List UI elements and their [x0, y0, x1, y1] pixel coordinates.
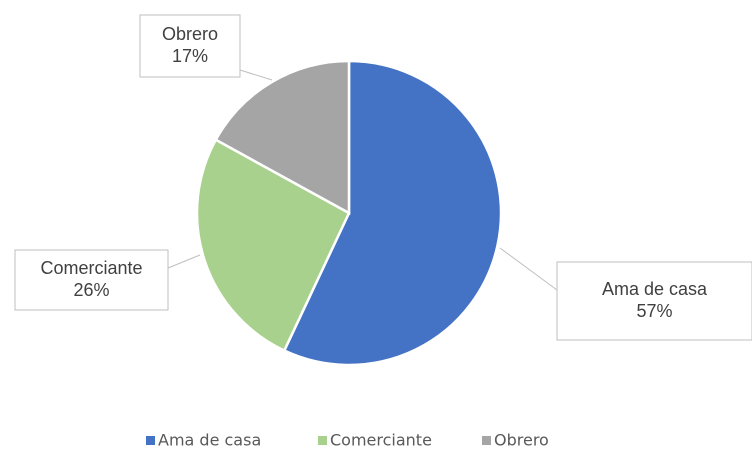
- data-label-category: Comerciante: [40, 258, 142, 278]
- data-label-category: Obrero: [162, 24, 218, 44]
- leader-line: [167, 254, 201, 269]
- label-box: [139, 14, 241, 78]
- data-label-value: 17%: [172, 46, 208, 66]
- legend-swatch: [146, 436, 155, 445]
- legend-swatch: [482, 436, 491, 445]
- legend-label: Obrero: [494, 431, 549, 450]
- leader-line: [499, 247, 558, 291]
- data-label-category: Ama de casa: [602, 279, 708, 299]
- pie-slice: [214, 59, 351, 216]
- data-label-value: 26%: [73, 280, 109, 300]
- legend-swatch: [318, 436, 327, 445]
- pie-slice: [282, 59, 503, 367]
- label-box: [556, 261, 752, 341]
- leader-line: [239, 69, 273, 81]
- legend-label: Ama de casa: [158, 431, 261, 450]
- legend-label: Comerciante: [330, 431, 432, 450]
- data-label-value: 57%: [636, 301, 672, 321]
- label-box: [14, 249, 169, 311]
